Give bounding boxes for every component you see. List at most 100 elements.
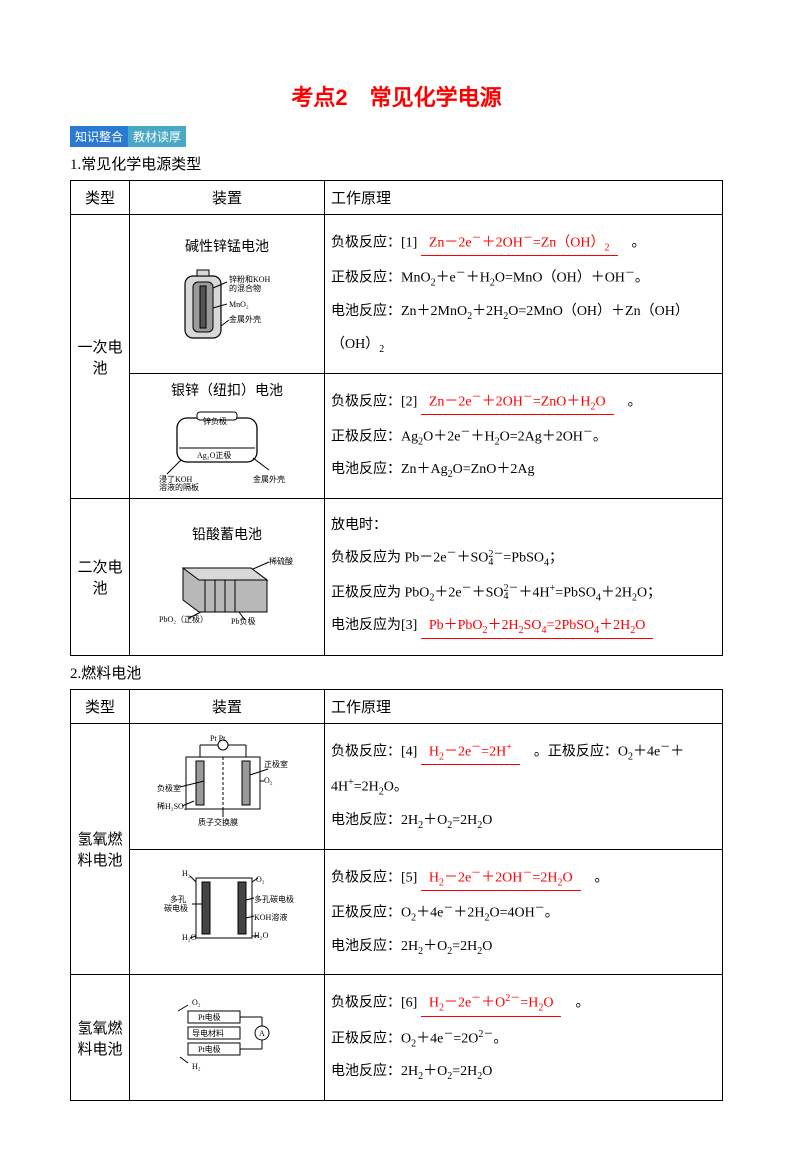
badge-row: 知识整合教材读厚: [70, 126, 723, 147]
t: Zn（OH）: [541, 236, 605, 251]
answer-text: H2－2e－=2H+: [421, 740, 520, 765]
t: Pb＋PbO: [429, 618, 483, 633]
cell-device: 碱性锌锰电池 锌粉和KOH 的混合物 MnO₂ 金属外壳: [130, 215, 325, 374]
section1-heading: 1.常见化学电源类型: [70, 153, 723, 174]
cell-mechanism: 负极反应：[2] Zn－2e－＋2OH－=ZnO＋H2O 。 正极反应：Ag2O…: [325, 373, 723, 499]
t: 负极反应：[5]: [331, 870, 417, 885]
cell-device: Pt Pt 负极室 稀H₂SO₄ 质子交换膜 正极室 O₂: [130, 723, 325, 849]
table-row: H₂ 多孔 碳电极 O₂ 多孔碳电极 KOH溶液 H₂O H₂O: [71, 849, 723, 975]
t: ＋2OH: [482, 236, 523, 251]
device-name: 银锌（纽扣）电池: [136, 380, 318, 400]
th-type: 类型: [71, 181, 130, 215]
t: 负极反应：[6]: [331, 996, 417, 1011]
t: 正极反应：O: [331, 906, 411, 921]
th-type: 类型: [71, 689, 130, 723]
diagram-label: 溶液的隔板: [159, 482, 199, 492]
table-row: 氢氧燃料电池 O₂ Pt电极 导电材料 Pt电极 H₂: [71, 975, 723, 1101]
badge-textbook: 教材读厚: [128, 126, 186, 147]
cell-mechanism: 负极反应：[1] Zn－2e－＋2OH－=Zn（OH）2 。 正极反应：MnO2…: [325, 215, 723, 374]
t: 电池反应：2H: [331, 813, 418, 828]
positive-reaction: 正极反应：O2＋4e－＋2H2O=4OH－。: [331, 901, 716, 925]
diagram-label: 负极室: [157, 783, 181, 793]
t: ＋2OH: [481, 870, 522, 885]
badge-knowledge: 知识整合: [70, 126, 128, 147]
diagram-label: KOH溶液: [254, 912, 287, 922]
diagram-label: 质子交换膜: [198, 817, 238, 827]
t: 负极反应为 Pb－2e: [331, 551, 447, 566]
cell-reaction: 电池反应：2H2＋O2=2H2O: [331, 810, 716, 833]
diagram-label: 正极室: [264, 759, 288, 769]
t: －2e: [444, 745, 471, 760]
cell-reaction: 电池反应为[3] Pb＋PbO2＋2H2SO4=2PbSO4＋2H2O: [331, 615, 716, 639]
positive-reaction: 正极反应：O2＋4e－=2O2－。: [331, 1027, 716, 1051]
diagram-label: 锌粉和KOH: [229, 274, 271, 284]
cell-reaction: 电池反应：Zn＋Ag2O=ZnO＋2Ag: [331, 459, 716, 482]
table-row: 氢氧燃料电池 Pt Pt 负极室 稀H₂SO₄ 质子交: [71, 723, 723, 849]
cell-device: O₂ Pt电极 导电材料 Pt电极 H₂ A: [130, 975, 325, 1101]
cell-device: 铅酸蓄电池 稀硫酸 PbO₂（正极） Pb负极: [130, 499, 325, 656]
cell-reaction: 电池反应：Zn＋2MnO2＋2H2O=2MnO（OH）＋Zn（OH）: [331, 301, 716, 324]
lead-acid-diagram: 稀硫酸 PbO₂（正极） Pb负极: [157, 550, 297, 630]
cell-reaction: 电池反应：2H2＋O2=2H2O: [331, 936, 716, 959]
t: O: [635, 618, 645, 633]
diagram-label: O₂: [192, 998, 201, 1007]
t: O: [562, 870, 572, 885]
table-row: 二次电池 铅酸蓄电池 稀硫酸 PbO₂（正极） Pb负极: [71, 499, 723, 656]
th-mechanism: 工作原理: [325, 689, 723, 723]
diagram-label: 碳电极: [164, 903, 188, 913]
negative-reaction: 负极反应为 Pb－2e－＋SO2－4=PbSO4；: [331, 546, 716, 570]
t: 正极反应：Ag: [331, 430, 418, 445]
t: O: [596, 394, 606, 409]
negative-positive-reaction: 负极反应：[4] H2－2e－=2H+ 。正极反应：O2＋4e－＋: [331, 740, 716, 765]
cell-reaction-cont: （OH）2: [331, 334, 716, 357]
diagram-label: O₂: [264, 776, 273, 785]
diagram-label: MnO₂: [229, 300, 249, 309]
t: ＋Zn（OH）: [611, 304, 689, 319]
positive-reaction: 正极反应：Ag2O＋2e－＋H2O=2Ag＋2OH－。: [331, 425, 716, 449]
t: ＋2H: [488, 618, 519, 633]
t: 正极反应：O: [331, 1031, 411, 1046]
t: O: [543, 996, 553, 1011]
diagram-label: 导电材料: [192, 1028, 224, 1038]
t: 2H: [540, 870, 557, 885]
diagram-label: 金属外壳: [229, 314, 261, 324]
t: 电池反应：2H: [331, 939, 418, 954]
diagram-label: 多孔: [170, 894, 186, 904]
page-title: 考点2 常见化学电源: [70, 80, 723, 112]
t: 2H: [489, 745, 506, 760]
positive-reaction-cont: 4H+=2H2O。: [331, 775, 716, 799]
t: 正极反应：MnO: [331, 271, 431, 286]
negative-reaction: 负极反应：[2] Zn－2e－＋2OH－=ZnO＋H2O 。: [331, 390, 716, 415]
type-label: 氢氧燃料电池: [77, 832, 122, 869]
t: ＋2H: [599, 618, 630, 633]
fuel-cell-oxide-diagram: O₂ Pt电极 导电材料 Pt电极 H₂ A: [152, 993, 302, 1083]
diagram-label: 的混合物: [229, 283, 261, 293]
cell-reaction: 电池反应：2H2＋O2=2H2O: [331, 1061, 716, 1084]
diagram-label: Pt电极: [198, 1044, 221, 1054]
table-battery-types: 类型 装置 工作原理 一次电池 碱性锌锰电池 锌粉和KOH 的混合物: [70, 180, 723, 656]
button-cell-diagram: 锌负极 Ag₂O正极 浸了KOH 溶液的隔板 金属外壳: [157, 406, 297, 492]
answer-text: Zn－2e－＋2OH－=Zn（OH）2: [421, 231, 618, 256]
t: 负极反应：[2]: [331, 394, 417, 409]
table-fuel-cells: 类型 装置 工作原理 氢氧燃料电池 Pt Pt: [70, 689, 723, 1101]
negative-reaction: 负极反应：[1] Zn－2e－＋2OH－=Zn（OH）2 。: [331, 231, 716, 256]
th-device: 装置: [130, 181, 325, 215]
t: 电池反应：Zn＋Ag: [331, 462, 448, 477]
cell-device: H₂ 多孔 碳电极 O₂ 多孔碳电极 KOH溶液 H₂O H₂O: [130, 849, 325, 975]
cell-mechanism: 放电时： 负极反应为 Pb－2e－＋SO2－4=PbSO4； 正极反应为 PbO…: [325, 499, 723, 656]
diagram-label: 多孔碳电极: [254, 894, 294, 904]
t: SO: [524, 618, 542, 633]
diagram-label: PbO₂（正极）: [159, 614, 208, 624]
cell-device: 银锌（纽扣）电池 锌负极 Ag₂O正极 浸了KOH 溶液的隔板 金属外壳: [130, 373, 325, 499]
diagram-label: A: [259, 1029, 265, 1038]
answer-text: Zn－2e－＋2OH－=ZnO＋H2O: [421, 390, 614, 415]
positive-reaction: 正极反应为 PbO2＋2e－＋SO2－4＋4H+=PbSO4＋2H2O；: [331, 581, 716, 605]
diagram-label: 金属外壳: [253, 474, 285, 484]
diagram-label: Ag₂O正极: [197, 450, 231, 460]
cell-fuel-type: 氢氧燃料电池: [71, 723, 130, 974]
t: 电池反应：2H: [331, 1064, 418, 1079]
discharge-label: 放电时：: [331, 515, 716, 536]
diagram-label: 锌负极: [203, 416, 227, 426]
cell-fuel-type: 氢氧燃料电池: [71, 975, 130, 1101]
t: H: [429, 870, 439, 885]
